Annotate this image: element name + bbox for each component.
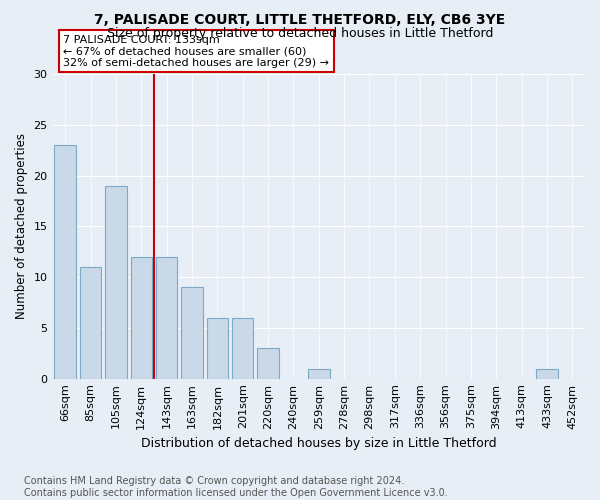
Text: 7, PALISADE COURT, LITTLE THETFORD, ELY, CB6 3YE: 7, PALISADE COURT, LITTLE THETFORD, ELY,… <box>94 12 506 26</box>
Text: Contains HM Land Registry data © Crown copyright and database right 2024.
Contai: Contains HM Land Registry data © Crown c… <box>24 476 448 498</box>
Bar <box>80 267 101 378</box>
Bar <box>206 318 228 378</box>
Bar <box>105 186 127 378</box>
X-axis label: Distribution of detached houses by size in Little Thetford: Distribution of detached houses by size … <box>141 437 497 450</box>
Text: 7 PALISADE COURT: 133sqm
← 67% of detached houses are smaller (60)
32% of semi-d: 7 PALISADE COURT: 133sqm ← 67% of detach… <box>63 34 329 68</box>
Bar <box>308 368 329 378</box>
Bar <box>131 257 152 378</box>
Bar <box>181 288 203 378</box>
Bar <box>55 145 76 378</box>
Y-axis label: Number of detached properties: Number of detached properties <box>15 134 28 320</box>
Bar <box>257 348 279 378</box>
Text: Size of property relative to detached houses in Little Thetford: Size of property relative to detached ho… <box>107 28 493 40</box>
Bar <box>536 368 558 378</box>
Bar <box>156 257 178 378</box>
Bar <box>232 318 253 378</box>
